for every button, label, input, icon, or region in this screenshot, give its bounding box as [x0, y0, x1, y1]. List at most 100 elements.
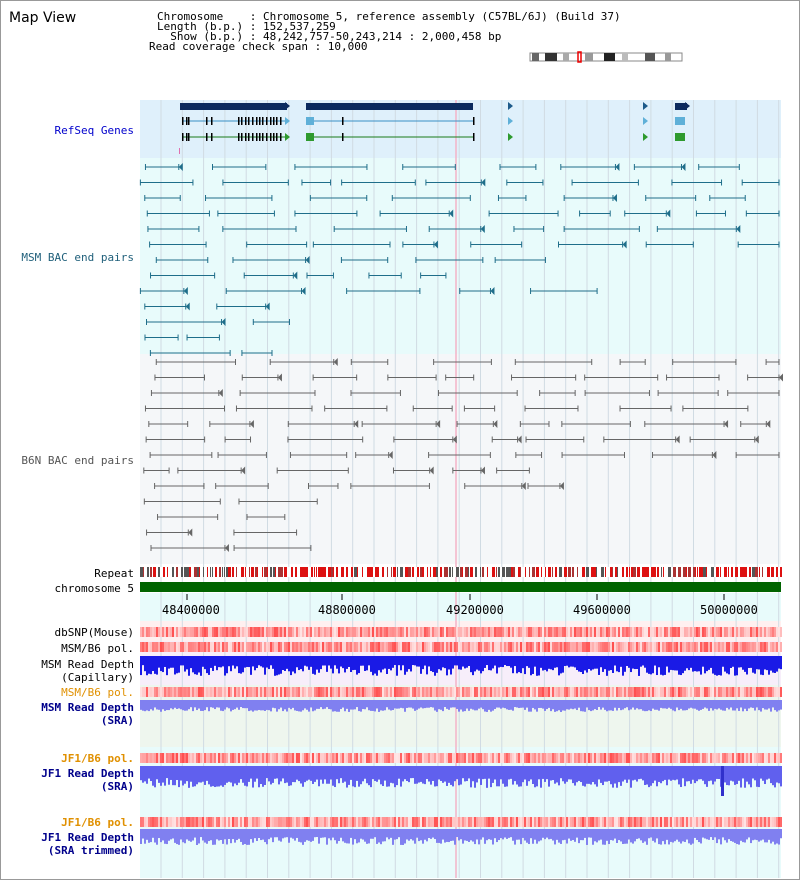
depth-bar	[760, 766, 762, 779]
heat-cell	[308, 753, 310, 763]
depth-bar	[580, 766, 582, 783]
depth-bar	[546, 656, 548, 672]
repeat-mark	[617, 567, 618, 577]
depth-bar	[176, 766, 178, 780]
depth-bar	[698, 700, 700, 711]
repeat-mark	[210, 567, 211, 577]
depth-bar	[542, 656, 544, 671]
heat-cell	[672, 687, 674, 697]
repeat-mark	[506, 567, 509, 577]
depth-bar	[570, 700, 572, 709]
heat-cell	[562, 817, 564, 827]
depth-bar	[700, 766, 702, 780]
depth-bar	[462, 766, 464, 779]
depth-bar	[338, 766, 340, 784]
heat-cell	[628, 642, 630, 652]
depth-bar	[448, 829, 450, 843]
heat-cell	[590, 753, 592, 763]
heat-cell	[270, 753, 272, 763]
heat-cell	[432, 627, 434, 637]
depth-bar	[414, 829, 416, 844]
depth-bar	[500, 766, 502, 780]
depth-bar	[492, 829, 494, 845]
depth-bar	[760, 829, 762, 841]
heat-cell	[698, 753, 700, 763]
depth-bar	[626, 700, 628, 708]
bac-arrow	[490, 287, 495, 295]
depth-bar	[486, 656, 488, 666]
heat-cell	[704, 642, 706, 652]
depth-bar	[214, 656, 216, 666]
depth-bar	[152, 700, 154, 711]
depth-bar	[700, 656, 702, 675]
depth-bar	[742, 700, 744, 712]
depth-bar	[334, 829, 336, 841]
depth-bar	[488, 656, 490, 671]
heat-cell	[586, 817, 588, 827]
refseq-genes-label[interactable]: RefSeq Genes	[54, 124, 134, 137]
heat-cell	[312, 753, 314, 763]
heat-cell	[700, 642, 702, 652]
depth-bar	[556, 700, 558, 712]
heat-cell	[254, 817, 256, 827]
heat-cell	[502, 817, 504, 827]
depth-bar	[424, 656, 426, 666]
repeat-mark	[241, 567, 244, 577]
heat-cell	[336, 753, 338, 763]
depth-bar	[148, 766, 150, 779]
heat-cell	[410, 753, 412, 763]
heat-cell	[520, 753, 522, 763]
depth-bar	[392, 766, 394, 784]
depth-bar	[780, 656, 782, 670]
depth-bar	[626, 829, 628, 844]
depth-bar	[250, 829, 252, 840]
heat-cell	[348, 627, 350, 637]
depth-bar	[224, 829, 226, 840]
heat-cell	[704, 817, 706, 827]
depth-bar	[748, 829, 750, 838]
depth-bar	[342, 766, 344, 783]
depth-bar	[534, 656, 536, 667]
heat-cell	[346, 687, 348, 697]
heat-cell	[522, 687, 524, 697]
heat-cell	[698, 817, 700, 827]
depth-bar	[370, 829, 372, 839]
heat-cell	[622, 687, 624, 697]
heat-cell	[276, 627, 278, 637]
depth-bar	[522, 700, 524, 708]
msm-bac-label[interactable]: MSM BAC end pairs	[21, 251, 134, 264]
depth-bar	[156, 829, 158, 845]
heat-cell	[250, 642, 252, 652]
heat-cell	[324, 642, 326, 652]
heat-cell	[574, 687, 576, 697]
depth-bar	[638, 766, 640, 780]
depth-bar	[242, 829, 244, 845]
b6n-bac-label[interactable]: B6N BAC end pairs	[21, 454, 134, 467]
depth-bar	[250, 656, 252, 675]
heat-cell	[606, 627, 608, 637]
depth-bar	[752, 829, 754, 841]
heat-cell	[154, 687, 156, 697]
depth-bar	[574, 829, 576, 842]
heat-cell	[632, 753, 634, 763]
depth-bar	[414, 656, 416, 666]
heat-cell	[310, 753, 312, 763]
depth-bar	[200, 829, 202, 838]
heat-cell	[682, 817, 684, 827]
depth-bar	[618, 700, 620, 708]
depth-bar	[274, 656, 276, 676]
heat-cell	[354, 642, 356, 652]
heat-cell	[700, 753, 702, 763]
heat-cell	[476, 642, 478, 652]
depth-bar	[310, 656, 312, 667]
heat-cell	[200, 753, 202, 763]
repeat-mark	[605, 567, 606, 577]
depth-bar	[320, 700, 322, 708]
heat-cell	[608, 753, 610, 763]
repeat-mark	[536, 567, 539, 577]
heat-cell	[488, 817, 490, 827]
depth-bar	[396, 700, 398, 709]
heat-cell	[168, 642, 170, 652]
depth-bar	[606, 700, 608, 712]
depth-bar	[502, 700, 504, 708]
